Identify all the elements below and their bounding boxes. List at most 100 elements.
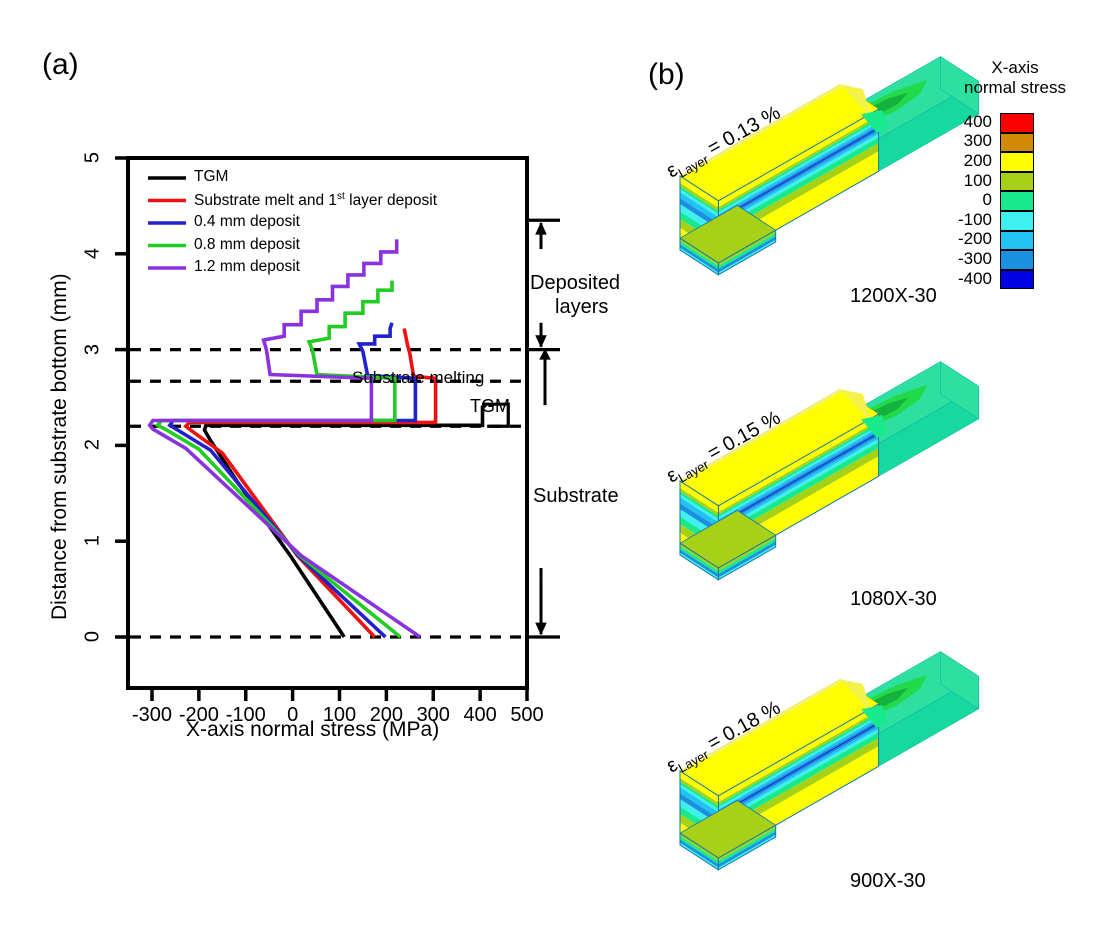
model-bar-side-band — [718, 414, 879, 513]
model-bar-side-band — [718, 122, 879, 218]
colorbar-band — [1000, 230, 1034, 251]
model-bar-side-band — [718, 109, 879, 208]
model-bar-side-band — [718, 432, 879, 526]
colorbar-tick-label: 200 — [963, 151, 992, 170]
model-caption-1: 1080X-30 — [850, 588, 937, 610]
y-axis-ticks — [115, 156, 128, 639]
series-line — [154, 280, 402, 639]
model-bar-side-band — [718, 738, 879, 838]
model-melt-wedge2 — [861, 110, 888, 133]
colorbar-band — [1000, 269, 1034, 290]
model-bar-side-band — [718, 420, 879, 515]
model-left-cap-band — [680, 491, 719, 520]
model-melt-wedge — [840, 389, 875, 427]
model-substrate-cap-band — [680, 839, 719, 868]
colorbar-title-line2: normal stress — [963, 77, 1067, 97]
model-bar-side-band — [718, 720, 879, 814]
series-line — [183, 328, 438, 639]
model-bar-side-band — [718, 728, 879, 824]
model-3d-0 — [679, 56, 980, 276]
model-substrate-side-band — [718, 831, 776, 868]
model-bar-top-edge — [680, 679, 843, 773]
series-line — [147, 239, 422, 639]
model-substrate-cap-outline — [679, 237, 719, 276]
model-bar-top-edge — [680, 389, 843, 483]
arrow-deposited-up-head — [535, 221, 547, 235]
model-bar-side-band — [718, 436, 879, 531]
colorbar-tick-label: -300 — [957, 249, 992, 268]
model-bar-side-band — [718, 137, 879, 235]
x-tick-label: -300 — [131, 704, 173, 726]
model-bar-side-band — [718, 724, 879, 818]
model-bar-side-band — [718, 133, 879, 229]
model-substrate-side-band — [718, 825, 776, 861]
data-series-group — [147, 239, 487, 639]
annotation-tgm: TGM — [470, 396, 510, 416]
model-bar-side-band — [718, 423, 879, 518]
model-3d-2 — [679, 651, 980, 871]
model-left-cap-band — [680, 176, 719, 208]
model-bar-side-band — [718, 120, 879, 215]
reference-dashed-lines — [130, 348, 526, 639]
model-bar-side-band — [718, 438, 879, 534]
model-substrate-side-band — [718, 230, 776, 266]
model-bar-side-band — [718, 427, 879, 523]
colorbar-tick-label: -200 — [957, 229, 992, 249]
model-left-cap-band — [680, 793, 719, 824]
model-bar-side-band — [718, 127, 879, 221]
colorbar-tick-label: 100 — [963, 170, 992, 190]
model-left-cap-band — [680, 778, 719, 807]
model-bar-side-band — [718, 143, 879, 243]
model-substrate-cap-band — [680, 836, 719, 865]
model-left-cap-band — [680, 503, 719, 534]
model-left-cap-band — [680, 771, 719, 803]
model-substrate-cap-outline — [679, 832, 719, 871]
y-tick-label: 5 — [81, 151, 104, 164]
colorbar-band — [1000, 211, 1034, 231]
model-substrate-cap-band — [680, 244, 719, 273]
colorbar-title-line1: X-axis — [991, 58, 1039, 77]
y-tick-label: 0 — [81, 630, 104, 643]
model-substrate-cap-band — [680, 238, 719, 266]
model-left-cap-band — [680, 192, 719, 223]
model-bar-side-band — [718, 129, 879, 223]
model-substrate-cap-band — [680, 241, 719, 270]
model-bar-side-band — [718, 425, 879, 520]
model-substrate-cap-outline — [679, 542, 719, 581]
colorbar-band — [1000, 191, 1034, 211]
legend-swatch-lines — [148, 176, 186, 270]
model-substrate-cap-band — [680, 546, 719, 575]
model-bar-side-band — [718, 715, 879, 810]
model-substrate-cap-band — [680, 549, 719, 578]
panel-a-label: (a) — [42, 48, 79, 81]
colorbar-tick-label: 400 — [963, 111, 992, 131]
arrow-deposited-down-head — [535, 335, 547, 348]
model-substrate-cap-band — [680, 543, 719, 571]
colorbar-band — [1000, 250, 1034, 270]
colorbar-band — [1000, 171, 1034, 192]
model-left-cap-band — [680, 488, 719, 517]
bracket-melt-head — [539, 348, 551, 360]
model-bar-side-band — [718, 434, 879, 528]
plot-canvas — [115, 156, 560, 701]
model-substrate-side-band — [718, 535, 776, 571]
model-substrate-cap-band — [680, 833, 719, 861]
x-tick-label: 0 — [287, 704, 299, 726]
model-caption-0: 1200X-30 — [850, 285, 937, 307]
model-bar-top-edge — [680, 84, 843, 178]
model-melt-wedge2 — [861, 415, 888, 438]
colorbar-band — [1000, 132, 1034, 153]
model-bar-side-band — [718, 430, 879, 524]
model-substrate-side-band — [718, 828, 776, 865]
legend-item-label: Substrate melt and 1st layer deposit — [194, 190, 438, 209]
y-tick-label: 1 — [81, 535, 104, 547]
legend-item-label: TGM — [194, 168, 229, 185]
model-left-cap-band — [680, 787, 719, 818]
model-bar-side-band — [718, 717, 879, 813]
model-substrate-side-band — [718, 541, 776, 578]
panel-b-label: (b) — [648, 58, 685, 91]
model-bar-side-band — [718, 722, 879, 816]
y-tick-label: 3 — [81, 343, 104, 355]
colorbar-band — [1000, 113, 1034, 133]
